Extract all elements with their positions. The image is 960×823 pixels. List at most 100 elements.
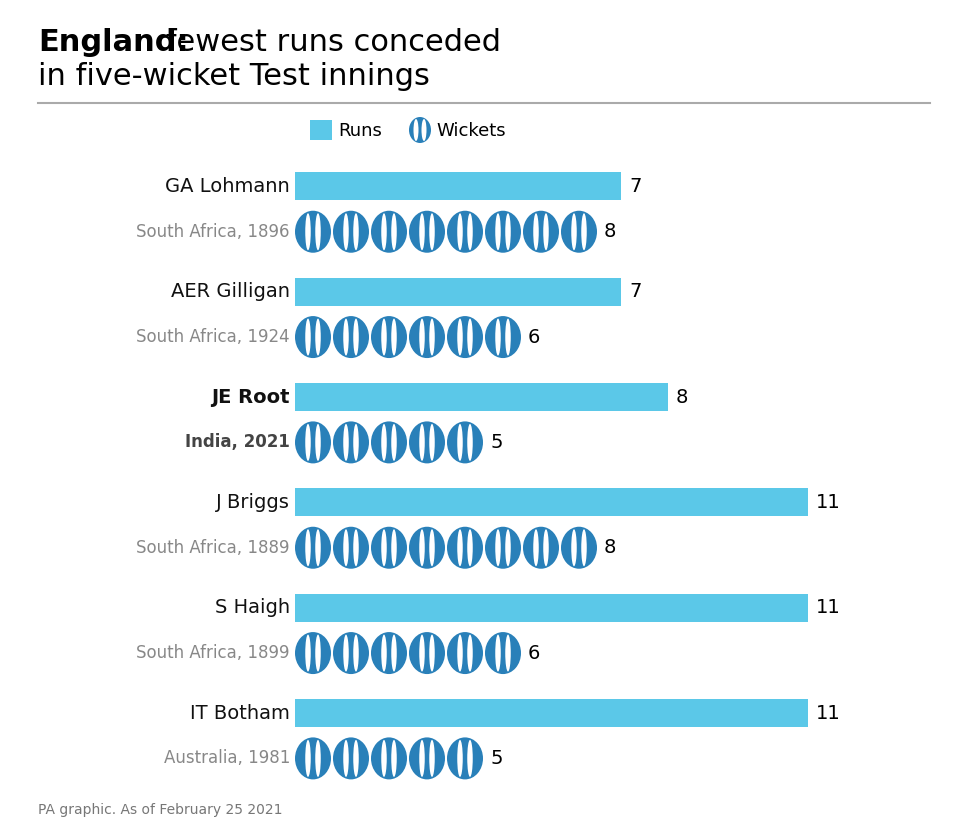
Ellipse shape [420, 319, 424, 356]
Text: IT Botham: IT Botham [190, 704, 290, 723]
Ellipse shape [420, 635, 424, 672]
Text: South Africa, 1889: South Africa, 1889 [136, 539, 290, 556]
Ellipse shape [561, 527, 597, 569]
Ellipse shape [505, 529, 511, 566]
Ellipse shape [523, 527, 559, 569]
Ellipse shape [344, 635, 348, 672]
Ellipse shape [344, 213, 348, 250]
Ellipse shape [447, 211, 483, 253]
Ellipse shape [495, 213, 501, 250]
Bar [295, 384, 668, 412]
Text: GA Lohmann: GA Lohmann [165, 177, 290, 196]
Text: 5: 5 [490, 749, 502, 768]
Text: 8: 8 [604, 538, 616, 557]
Ellipse shape [457, 635, 463, 672]
Text: 11: 11 [816, 598, 840, 617]
Ellipse shape [447, 632, 483, 674]
Ellipse shape [392, 635, 396, 672]
Ellipse shape [429, 213, 435, 250]
Ellipse shape [571, 529, 577, 566]
Ellipse shape [392, 740, 396, 777]
Ellipse shape [468, 424, 472, 461]
Ellipse shape [333, 316, 369, 358]
Ellipse shape [457, 740, 463, 777]
Ellipse shape [409, 421, 445, 463]
Ellipse shape [495, 319, 501, 356]
Ellipse shape [353, 319, 359, 356]
Bar [310, 120, 332, 140]
Ellipse shape [315, 319, 321, 356]
Text: fewest runs conceded: fewest runs conceded [156, 28, 501, 57]
Ellipse shape [353, 424, 359, 461]
Ellipse shape [447, 421, 483, 463]
Text: India, 2021: India, 2021 [185, 434, 290, 451]
Ellipse shape [543, 213, 549, 250]
Ellipse shape [447, 316, 483, 358]
Ellipse shape [485, 527, 521, 569]
Text: AER Gilligan: AER Gilligan [171, 282, 290, 301]
Ellipse shape [409, 527, 445, 569]
Ellipse shape [543, 529, 549, 566]
Ellipse shape [523, 211, 559, 253]
Ellipse shape [315, 740, 321, 777]
Ellipse shape [468, 319, 472, 356]
Ellipse shape [381, 635, 387, 672]
Ellipse shape [495, 635, 501, 672]
Ellipse shape [495, 529, 501, 566]
Ellipse shape [353, 635, 359, 672]
Text: 8: 8 [604, 222, 616, 241]
Ellipse shape [305, 213, 311, 250]
Ellipse shape [447, 737, 483, 779]
Text: England:: England: [38, 28, 188, 57]
Ellipse shape [420, 529, 424, 566]
Ellipse shape [457, 529, 463, 566]
Ellipse shape [315, 529, 321, 566]
Ellipse shape [295, 632, 331, 674]
Text: PA graphic. As of February 25 2021: PA graphic. As of February 25 2021 [38, 803, 282, 817]
Text: 7: 7 [629, 282, 641, 301]
Ellipse shape [295, 211, 331, 253]
Text: South Africa, 1896: South Africa, 1896 [136, 223, 290, 241]
Ellipse shape [305, 635, 311, 672]
Ellipse shape [447, 527, 483, 569]
Text: J Briggs: J Briggs [216, 493, 290, 512]
Ellipse shape [381, 529, 387, 566]
Text: Wickets: Wickets [436, 122, 506, 140]
Bar [295, 278, 621, 306]
Ellipse shape [333, 737, 369, 779]
Ellipse shape [353, 740, 359, 777]
Ellipse shape [381, 740, 387, 777]
Ellipse shape [305, 740, 311, 777]
Ellipse shape [381, 213, 387, 250]
Bar [295, 593, 807, 621]
Ellipse shape [371, 211, 407, 253]
Ellipse shape [392, 319, 396, 356]
Ellipse shape [420, 740, 424, 777]
Bar [295, 699, 807, 727]
Ellipse shape [315, 213, 321, 250]
Ellipse shape [409, 316, 445, 358]
Ellipse shape [392, 424, 396, 461]
Text: JE Root: JE Root [211, 388, 290, 407]
Ellipse shape [344, 424, 348, 461]
Ellipse shape [344, 740, 348, 777]
Text: 11: 11 [816, 493, 840, 512]
Ellipse shape [344, 319, 348, 356]
Ellipse shape [485, 211, 521, 253]
Ellipse shape [371, 316, 407, 358]
Text: 6: 6 [528, 328, 540, 346]
Ellipse shape [429, 635, 435, 672]
Ellipse shape [381, 424, 387, 461]
Text: 5: 5 [490, 433, 502, 452]
Ellipse shape [353, 213, 359, 250]
Ellipse shape [371, 737, 407, 779]
Ellipse shape [392, 529, 396, 566]
Text: 8: 8 [676, 388, 688, 407]
Ellipse shape [468, 635, 472, 672]
Ellipse shape [371, 632, 407, 674]
Ellipse shape [571, 213, 577, 250]
Ellipse shape [429, 319, 435, 356]
Ellipse shape [533, 213, 539, 250]
Ellipse shape [409, 632, 445, 674]
Ellipse shape [485, 316, 521, 358]
